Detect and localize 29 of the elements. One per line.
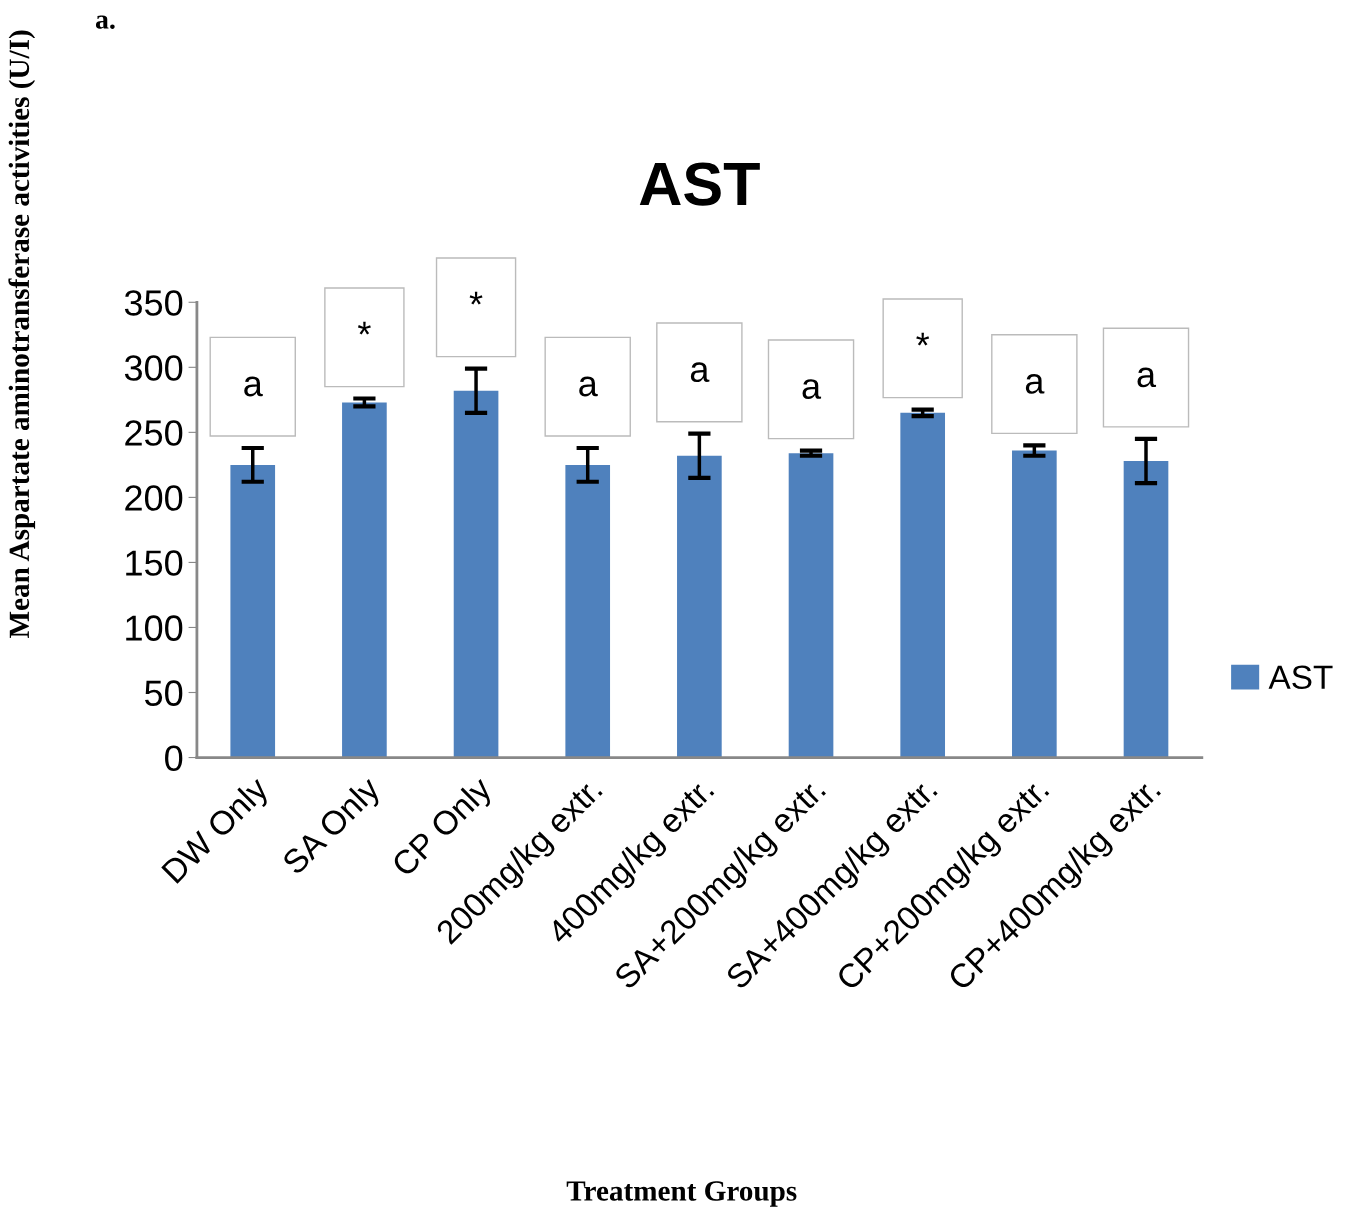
annotation: a [1025,373,1045,394]
y-tick-label: 350 [124,290,183,316]
y-axis-title: Mean Aspartate aminotransferase activities (U/I) [8,30,36,638]
annotation: a [802,379,822,399]
bar [565,464,611,758]
x-tick-label: SA Only [280,774,387,881]
y-tick-label: 50 [145,680,183,706]
text: a. [95,15,115,29]
annotation: a [244,376,263,397]
annotation: a [690,362,710,383]
annotation: a [579,376,598,397]
legend-label: AST [1268,665,1333,690]
bar [1123,460,1169,758]
annotation: a [1137,367,1157,388]
annotation: * [357,321,371,335]
bar [230,464,276,758]
bar [453,390,499,758]
annotation: * [469,291,483,305]
y-tick-label: 0 [165,745,183,771]
y-tick-label: 150 [126,550,183,576]
text: Treatment Groups [566,1181,797,1207]
y-tick-label: 100 [126,615,183,641]
y-tick-label: 300 [124,355,183,381]
y-tick-label: 250 [125,420,183,446]
x-tick-label: DW Only [160,774,275,889]
chart-title: AST [639,162,760,206]
y-tick-label: 200 [125,485,183,511]
bar [677,455,722,758]
annotation: * [916,332,930,346]
